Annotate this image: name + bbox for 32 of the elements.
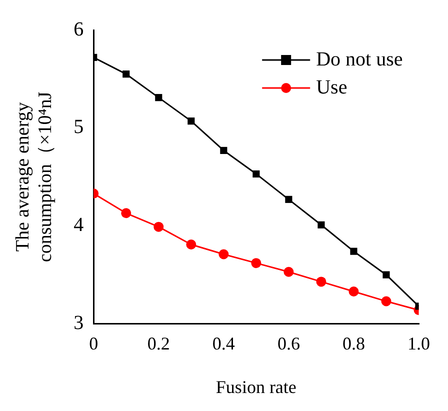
y-tick-label: 5: [74, 116, 84, 138]
legend-label: Use: [316, 76, 348, 98]
point: [252, 170, 260, 178]
x-tick-label: 0: [89, 333, 98, 354]
point: [381, 296, 392, 306]
point: [348, 286, 359, 296]
y-tick-label: 3: [74, 312, 84, 334]
point: [350, 248, 358, 255]
x-tick-label: 0.8: [342, 333, 365, 354]
point: [155, 94, 162, 102]
point: [154, 222, 164, 232]
y-tick-label: 4: [74, 214, 84, 236]
x-tick-label: 0.6: [277, 333, 300, 354]
point: [285, 196, 292, 203]
point: [218, 249, 229, 260]
point: [382, 271, 390, 278]
point: [220, 146, 228, 154]
y-tick-label: 6: [74, 18, 84, 40]
x-axis-title: Fusion rate: [216, 376, 296, 397]
point: [186, 239, 196, 250]
point: [122, 70, 130, 78]
x-tick-label: 0.4: [212, 333, 235, 354]
point: [188, 118, 195, 125]
point: [121, 208, 132, 218]
x-tick-label: 0.2: [147, 333, 170, 354]
point: [316, 276, 326, 287]
x-tick-label: 1.0: [408, 333, 430, 354]
point: [251, 258, 262, 268]
point: [284, 266, 294, 277]
point: [318, 221, 325, 228]
y-axis-title: The average energy consumption（×10⁴nJ: [12, 92, 56, 262]
legend-label: Do not use: [316, 48, 403, 70]
